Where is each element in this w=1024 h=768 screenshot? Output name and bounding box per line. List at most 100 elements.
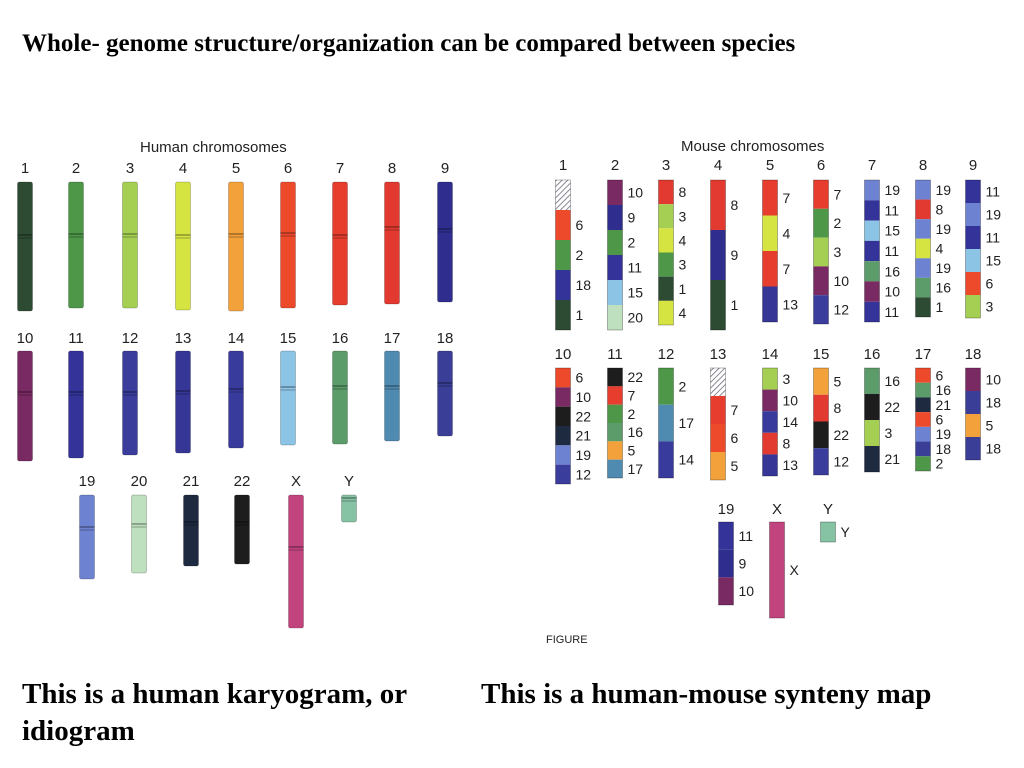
mouse-chromosome-label: 19 xyxy=(718,501,735,518)
synteny-segment xyxy=(915,382,931,398)
synteny-segment-label: 9 xyxy=(739,556,747,572)
synteny-segment xyxy=(555,210,571,240)
synteny-segment xyxy=(864,200,880,221)
human-chromosome-label: 7 xyxy=(336,160,344,177)
synteny-segment xyxy=(915,368,931,383)
synteny-segment xyxy=(762,215,778,251)
synteny-segment-label: 2 xyxy=(628,235,636,251)
synteny-segment xyxy=(658,276,674,301)
synteny-segment xyxy=(915,397,931,413)
synteny-segment xyxy=(658,441,674,478)
synteny-segment-label: 1 xyxy=(679,281,687,297)
synteny-segment-label: 21 xyxy=(936,397,952,413)
synteny-segment-label: 5 xyxy=(986,418,994,434)
synteny-segment-label: 19 xyxy=(936,260,952,276)
human-chromosome xyxy=(122,350,138,456)
synteny-segment xyxy=(658,204,674,229)
synteny-segment-label: 19 xyxy=(936,182,952,198)
synteny-segment xyxy=(915,297,931,317)
human-chromosome-label: 20 xyxy=(131,473,148,490)
synteny-segment xyxy=(658,368,674,405)
synteny-segment xyxy=(820,522,836,542)
synteny-segment xyxy=(718,549,734,578)
synteny-segment-label: 4 xyxy=(679,232,687,248)
mouse-chromosome-label: X xyxy=(772,501,782,518)
mouse-chromosome-label: 12 xyxy=(658,346,675,363)
synteny-segment xyxy=(864,261,880,282)
synteny-segment-label: 8 xyxy=(936,201,944,217)
human-chromosome xyxy=(175,350,191,454)
mouse-chromosome-outline xyxy=(864,179,880,323)
synteny-segment xyxy=(762,286,778,322)
mouse-chromosome-label: 6 xyxy=(817,157,825,174)
synteny-segment xyxy=(965,226,981,249)
synteny-segment xyxy=(915,238,931,259)
synteny-segment xyxy=(915,426,931,442)
human-chromosome-label: Y xyxy=(344,473,354,490)
human-chromosome xyxy=(17,181,33,312)
mouse-chromosome-outline xyxy=(607,179,623,331)
synteny-segment xyxy=(710,368,726,396)
synteny-segment xyxy=(607,386,623,405)
synteny-segment xyxy=(607,423,623,442)
mouse-chromosome-label: 18 xyxy=(965,346,982,363)
synteny-segment xyxy=(555,406,571,426)
mouse-chromosome-label: 14 xyxy=(762,346,779,363)
synteny-segment xyxy=(813,180,829,209)
synteny-segment-label: 18 xyxy=(986,441,1002,457)
synteny-segment xyxy=(555,270,571,300)
synteny-segment xyxy=(607,305,623,330)
human-chromosome-label: 15 xyxy=(280,330,297,347)
mouse-chromosome-outline xyxy=(607,367,623,479)
human-chromosome-label: 4 xyxy=(179,160,187,177)
synteny-segment xyxy=(864,240,880,262)
synteny-segment-label: 8 xyxy=(834,400,842,416)
synteny-segment-label: 16 xyxy=(885,373,901,389)
mouse-chromosome-outline xyxy=(762,367,778,477)
synteny-segment-label: 12 xyxy=(834,454,850,470)
synteny-segment-label: 6 xyxy=(576,370,584,386)
synteny-segment-label: 3 xyxy=(679,208,687,224)
synteny-segment-label: 11 xyxy=(628,260,643,276)
comparison-figure: Human chromosomes 1 2 3 4 5 6 7 8 910 11 12 13 14 15 1… xyxy=(17,138,1002,645)
synteny-segment xyxy=(813,237,829,267)
synteny-segment-label: 6 xyxy=(936,412,944,428)
synteny-segment xyxy=(607,404,623,423)
synteny-segment xyxy=(607,230,623,255)
synteny-segment-label: 18 xyxy=(936,441,952,457)
human-chromosome xyxy=(228,350,244,449)
synteny-segment-label: 16 xyxy=(936,382,952,398)
synteny-segment xyxy=(607,255,623,280)
synteny-segment-label: 10 xyxy=(986,372,1002,388)
synteny-segment-label: 18 xyxy=(986,395,1002,411)
mouse-chromosome-label: 3 xyxy=(662,157,670,174)
caption-karyogram: This is a human karyogram, or idiogram xyxy=(22,678,407,747)
synteny-segment xyxy=(965,180,981,203)
human-chromosome xyxy=(17,350,33,462)
synteny-segment-label: 2 xyxy=(628,406,636,422)
synteny-segment-label: 18 xyxy=(576,277,592,293)
mouse-chromosome-label: 2 xyxy=(611,157,619,174)
figure-caption-fragment: FIGURE xyxy=(546,634,588,645)
human-chromosome xyxy=(280,181,296,309)
synteny-segment-label: 22 xyxy=(885,399,901,415)
synteny-segment xyxy=(965,249,981,272)
synteny-segment-label: 19 xyxy=(885,182,901,198)
human-chromosome-label: 17 xyxy=(384,330,401,347)
synteny-segment-label: 5 xyxy=(628,443,636,459)
synteny-segment-label: 11 xyxy=(885,202,900,218)
synteny-segment-label: 7 xyxy=(783,190,791,206)
synteny-segment-label: 8 xyxy=(731,197,739,213)
synteny-segment xyxy=(965,203,981,226)
mouse-chromosome-label: Y xyxy=(823,501,833,518)
human-chromosome xyxy=(183,494,199,567)
mouse-chromosome-outline xyxy=(555,179,571,331)
human-chromosome-label: 8 xyxy=(388,160,396,177)
human-chromosome-label: 14 xyxy=(228,330,245,347)
synteny-segment xyxy=(607,441,623,460)
synteny-segment xyxy=(555,240,571,270)
synteny-segment xyxy=(607,459,623,478)
synteny-segment-label: 12 xyxy=(834,302,850,318)
synteny-segment-label: 10 xyxy=(885,284,901,300)
mouse-chromosome-label: 5 xyxy=(766,157,774,174)
